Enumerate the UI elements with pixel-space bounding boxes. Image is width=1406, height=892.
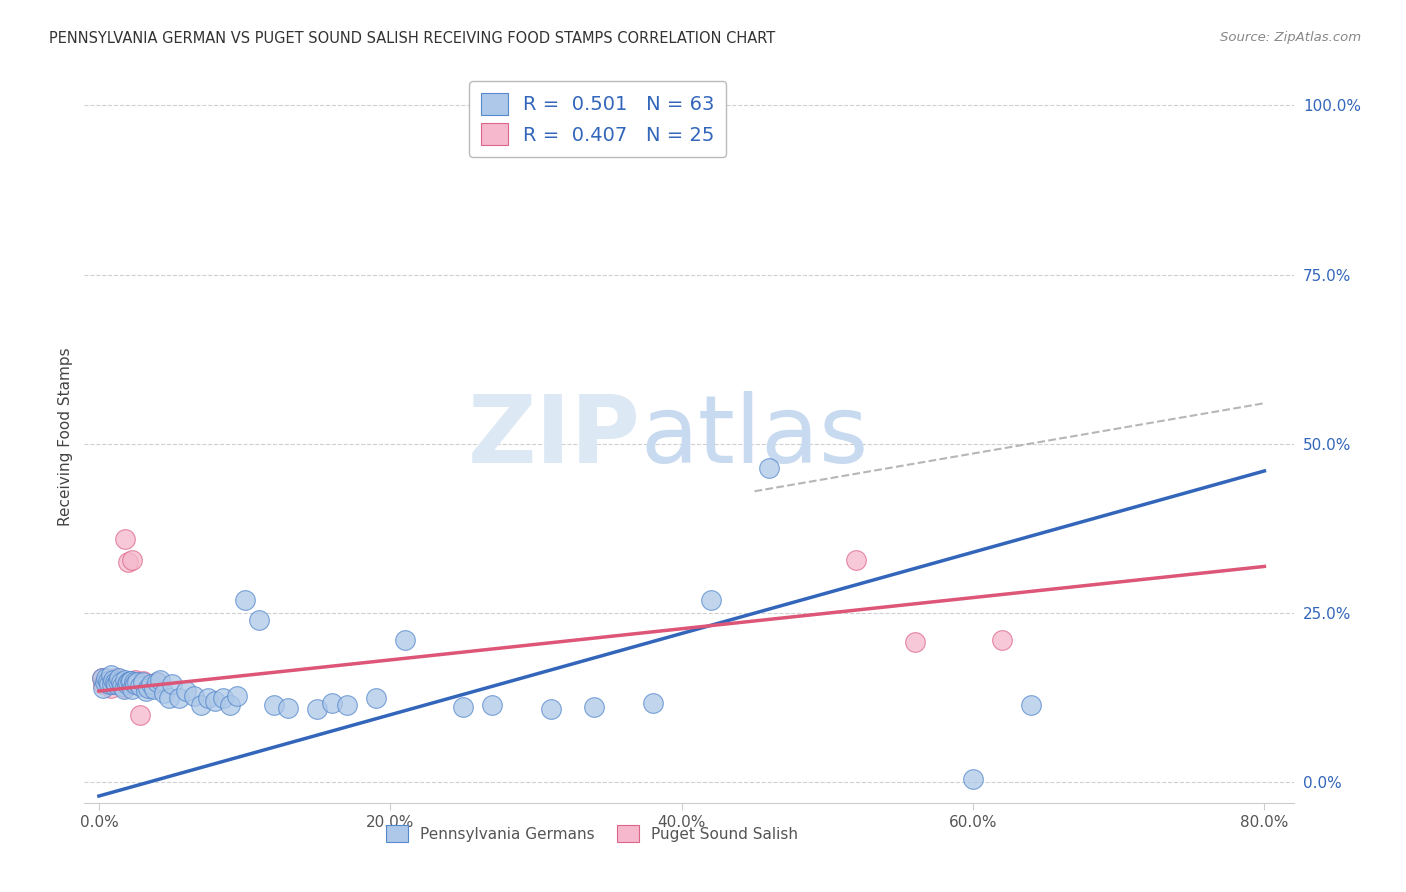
Point bbox=[96, 671, 118, 685]
Point bbox=[98, 677, 121, 691]
Text: Source: ZipAtlas.com: Source: ZipAtlas.com bbox=[1220, 31, 1361, 45]
Point bbox=[277, 701, 299, 715]
Point bbox=[157, 690, 180, 705]
Point bbox=[131, 675, 153, 690]
Point bbox=[96, 675, 118, 690]
Point bbox=[190, 698, 212, 712]
Point bbox=[135, 684, 157, 698]
Point bbox=[105, 677, 128, 691]
Point bbox=[336, 698, 359, 712]
Point bbox=[1019, 698, 1042, 712]
Point bbox=[149, 673, 172, 687]
Point bbox=[117, 555, 139, 569]
Point bbox=[100, 681, 122, 695]
Point bbox=[540, 702, 562, 716]
Point bbox=[94, 675, 117, 690]
Point bbox=[233, 592, 256, 607]
Point bbox=[247, 613, 270, 627]
Point bbox=[219, 698, 242, 712]
Point bbox=[183, 689, 205, 703]
Point bbox=[110, 675, 132, 690]
Point bbox=[108, 675, 131, 690]
Point bbox=[121, 553, 143, 567]
Text: atlas: atlas bbox=[641, 391, 869, 483]
Point bbox=[160, 677, 183, 691]
Point bbox=[128, 679, 150, 693]
Point bbox=[117, 675, 139, 690]
Point bbox=[111, 679, 134, 693]
Point bbox=[176, 684, 198, 698]
Point bbox=[128, 707, 150, 722]
Point bbox=[104, 675, 127, 690]
Point bbox=[211, 690, 233, 705]
Point bbox=[103, 673, 125, 687]
Point bbox=[100, 668, 122, 682]
Point bbox=[121, 681, 143, 696]
Point bbox=[111, 677, 134, 691]
Point bbox=[114, 681, 136, 695]
Point bbox=[112, 681, 135, 696]
Point bbox=[141, 677, 163, 691]
Point bbox=[263, 698, 285, 712]
Point bbox=[105, 671, 128, 685]
Point bbox=[108, 671, 131, 685]
Y-axis label: Receiving Food Stamps: Receiving Food Stamps bbox=[58, 348, 73, 526]
Point bbox=[98, 677, 121, 691]
Point bbox=[700, 592, 723, 607]
Point bbox=[90, 671, 112, 685]
Point bbox=[125, 675, 148, 690]
Point bbox=[124, 673, 146, 687]
Point bbox=[114, 532, 136, 546]
Point bbox=[641, 696, 664, 710]
Point bbox=[91, 681, 114, 695]
Point bbox=[120, 673, 142, 688]
Point bbox=[394, 633, 416, 648]
Point bbox=[128, 675, 150, 690]
Point bbox=[118, 673, 141, 688]
Point bbox=[131, 673, 153, 688]
Point bbox=[962, 772, 984, 786]
Text: ZIP: ZIP bbox=[468, 391, 641, 483]
Point bbox=[101, 677, 124, 691]
Point bbox=[904, 634, 927, 648]
Point bbox=[138, 681, 160, 695]
Point bbox=[90, 671, 112, 685]
Point bbox=[146, 675, 169, 690]
Point bbox=[124, 677, 146, 691]
Point bbox=[122, 675, 145, 690]
Legend: Pennsylvania Germans, Puget Sound Salish: Pennsylvania Germans, Puget Sound Salish bbox=[378, 817, 806, 850]
Point bbox=[307, 702, 329, 716]
Point bbox=[103, 677, 125, 691]
Point bbox=[845, 553, 868, 567]
Point bbox=[991, 633, 1014, 648]
Point bbox=[143, 681, 166, 696]
Point bbox=[120, 677, 142, 691]
Point bbox=[115, 677, 138, 691]
Point bbox=[167, 690, 190, 705]
Point bbox=[197, 690, 219, 705]
Point bbox=[97, 673, 120, 688]
Point bbox=[321, 696, 343, 710]
Point bbox=[481, 698, 503, 712]
Point bbox=[139, 681, 162, 695]
Point bbox=[97, 673, 120, 687]
Point bbox=[583, 699, 606, 714]
Point bbox=[364, 690, 387, 705]
Point bbox=[153, 686, 176, 700]
Point bbox=[114, 673, 136, 687]
Text: PENNSYLVANIA GERMAN VS PUGET SOUND SALISH RECEIVING FOOD STAMPS CORRELATION CHAR: PENNSYLVANIA GERMAN VS PUGET SOUND SALIS… bbox=[49, 31, 776, 46]
Point bbox=[204, 694, 226, 708]
Point bbox=[107, 673, 129, 688]
Point bbox=[91, 677, 114, 691]
Point bbox=[146, 675, 169, 690]
Point bbox=[226, 689, 249, 703]
Point bbox=[758, 460, 780, 475]
Point bbox=[117, 675, 139, 690]
Point bbox=[451, 699, 474, 714]
